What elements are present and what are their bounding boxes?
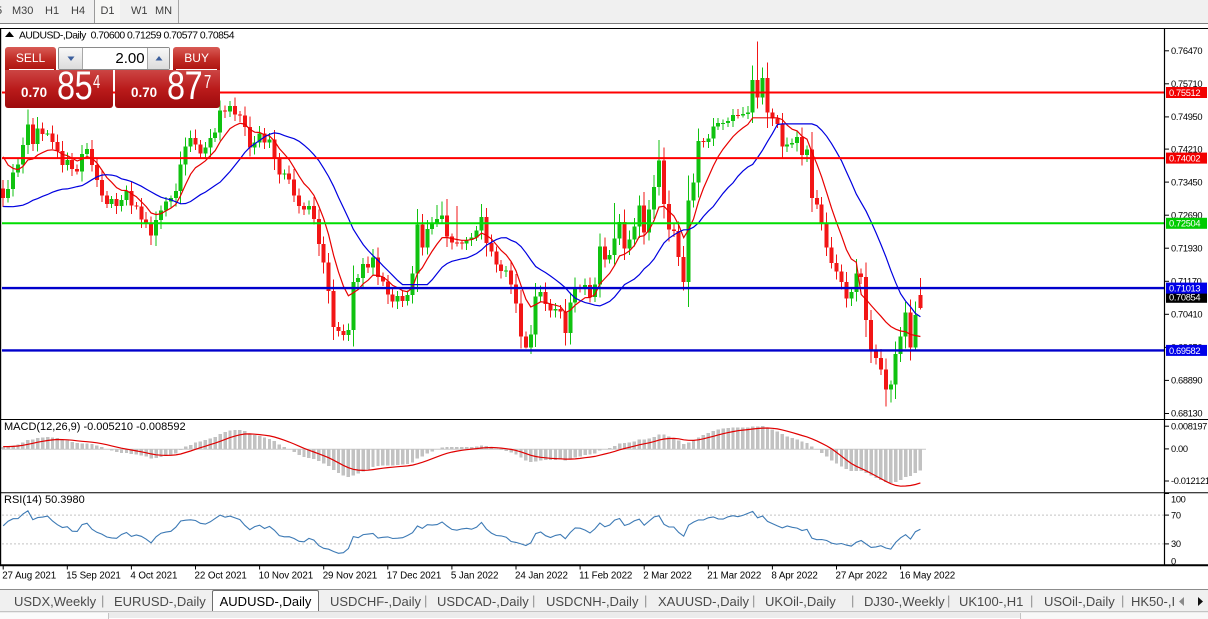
svg-text:0.74210: 0.74210 xyxy=(1171,144,1202,154)
svg-text:AUDUSD-,Daily 0.70600 0.71259: AUDUSD-,Daily 0.70600 0.71259 0.70577 0.… xyxy=(19,31,235,42)
svg-text:0.68130: 0.68130 xyxy=(1171,409,1202,419)
svg-text:5 Jan 2022: 5 Jan 2022 xyxy=(451,571,498,582)
svg-text:24 Jan 2022: 24 Jan 2022 xyxy=(515,571,568,582)
svg-text:0.68890: 0.68890 xyxy=(1171,376,1202,386)
svg-text:0.00: 0.00 xyxy=(1171,444,1188,454)
svg-text:8 Apr 2022: 8 Apr 2022 xyxy=(771,571,817,582)
svg-text:17 Dec 2021: 17 Dec 2021 xyxy=(387,571,441,582)
svg-text:27 Aug 2021: 27 Aug 2021 xyxy=(2,571,56,582)
svg-text:0.75512: 0.75512 xyxy=(1169,88,1200,98)
svg-text:0.70410: 0.70410 xyxy=(1171,310,1202,320)
svg-text:0.75710: 0.75710 xyxy=(1171,79,1202,89)
svg-text:-0.012121: -0.012121 xyxy=(1171,476,1208,486)
svg-text:10 Nov 2021: 10 Nov 2021 xyxy=(259,571,313,582)
svg-text:0.74002: 0.74002 xyxy=(1169,154,1200,164)
svg-text:0.70854: 0.70854 xyxy=(1169,293,1200,303)
svg-text:0.74950: 0.74950 xyxy=(1171,112,1202,122)
svg-text:0.73450: 0.73450 xyxy=(1171,177,1202,187)
svg-text:0.008197: 0.008197 xyxy=(1171,421,1207,431)
svg-text:29 Nov 2021: 29 Nov 2021 xyxy=(323,571,377,582)
svg-text:MACD(12,26,9) -0.005210 -0.008: MACD(12,26,9) -0.005210 -0.008592 xyxy=(4,421,186,433)
svg-text:0.72504: 0.72504 xyxy=(1169,219,1200,229)
svg-text:21 Mar 2022: 21 Mar 2022 xyxy=(707,571,761,582)
svg-text:0: 0 xyxy=(1171,557,1176,567)
svg-text:0.76470: 0.76470 xyxy=(1171,46,1202,56)
svg-text:4 Oct 2021: 4 Oct 2021 xyxy=(130,571,177,582)
svg-text:11 Feb 2022: 11 Feb 2022 xyxy=(579,571,632,582)
svg-text:30: 30 xyxy=(1171,539,1181,549)
svg-text:70: 70 xyxy=(1171,510,1181,520)
svg-text:2 Mar 2022: 2 Mar 2022 xyxy=(643,571,692,582)
svg-text:0.72690: 0.72690 xyxy=(1171,210,1202,220)
svg-text:27 Apr 2022: 27 Apr 2022 xyxy=(836,571,888,582)
svg-text:RSI(14) 50.3980: RSI(14) 50.3980 xyxy=(4,494,85,506)
svg-text:22 Oct 2021: 22 Oct 2021 xyxy=(195,571,247,582)
svg-text:16 May 2022: 16 May 2022 xyxy=(900,571,956,582)
svg-text:15 Sep 2021: 15 Sep 2021 xyxy=(66,571,120,582)
svg-text:100: 100 xyxy=(1171,495,1186,505)
svg-text:0.71170: 0.71170 xyxy=(1171,277,1202,287)
svg-text:0.71013: 0.71013 xyxy=(1169,284,1200,294)
svg-text:0.69582: 0.69582 xyxy=(1169,346,1200,356)
svg-text:0.71930: 0.71930 xyxy=(1171,243,1202,253)
